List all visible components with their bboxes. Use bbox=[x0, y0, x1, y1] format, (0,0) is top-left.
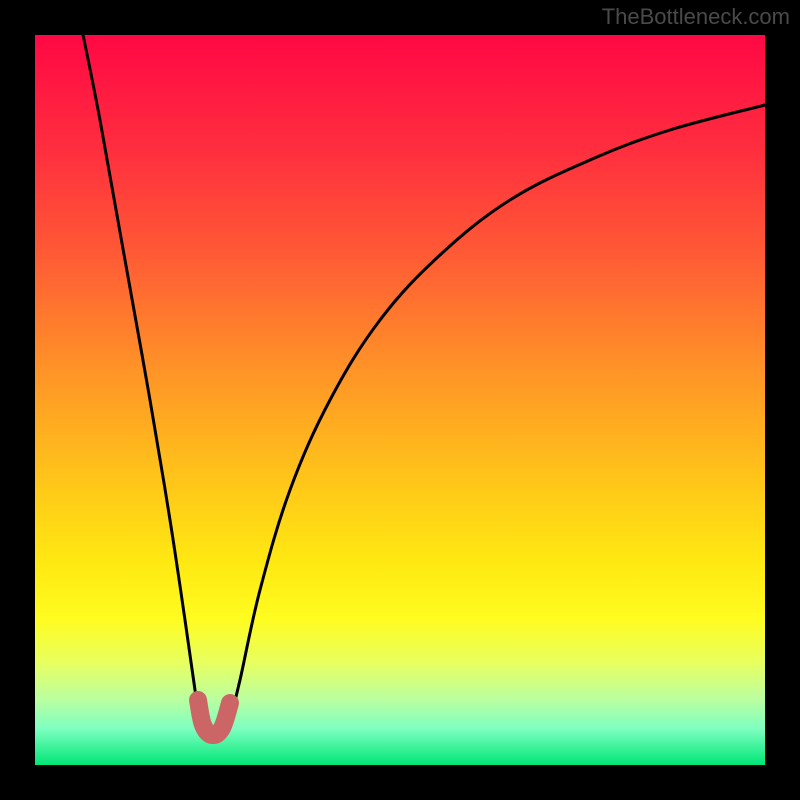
watermark-text: TheBottleneck.com bbox=[602, 4, 790, 30]
gradient-background bbox=[35, 35, 765, 765]
chart-container: TheBottleneck.com bbox=[0, 0, 800, 800]
bottleneck-curve-chart bbox=[0, 0, 800, 800]
